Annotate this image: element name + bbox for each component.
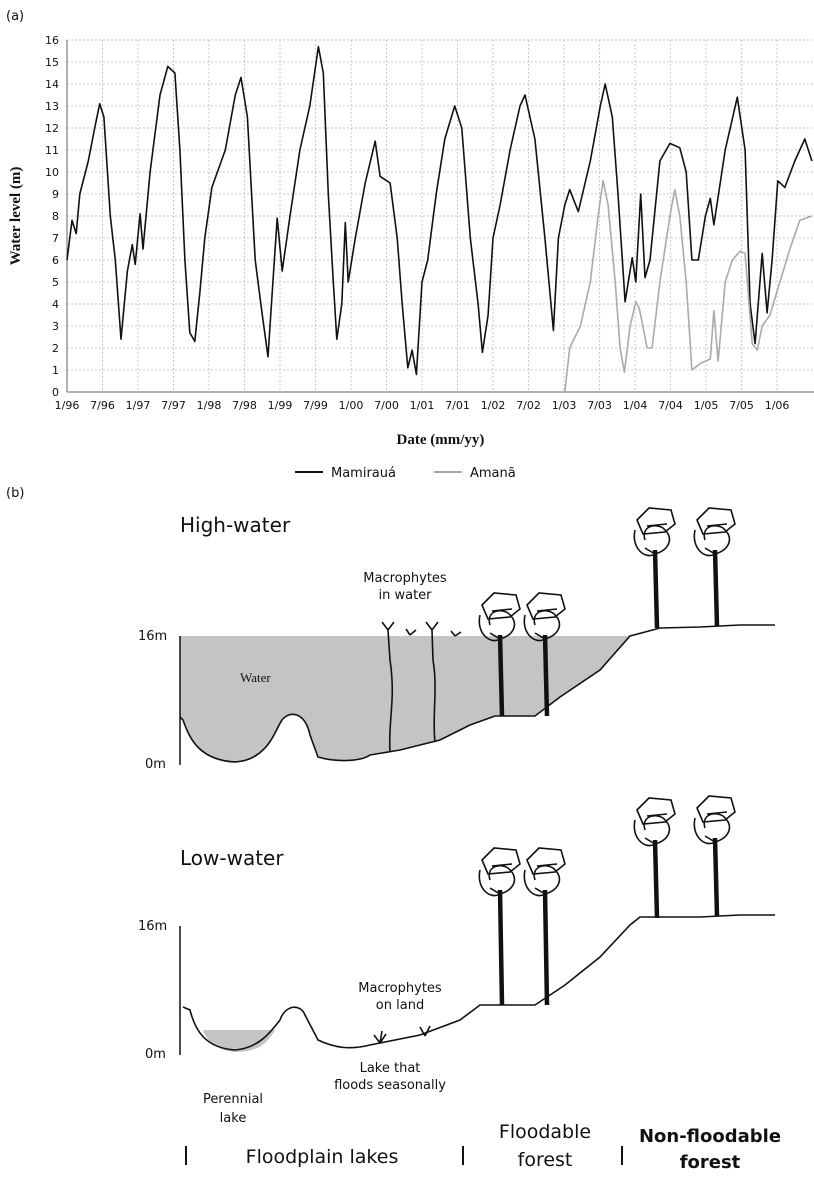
y-tick-label: 7 bbox=[52, 232, 59, 245]
label-line: Perennial bbox=[203, 1092, 263, 1107]
label-line: on land bbox=[376, 998, 424, 1013]
tree-trunk bbox=[545, 890, 547, 1005]
tree-trunk bbox=[715, 550, 717, 626]
label-line: forest bbox=[518, 1149, 573, 1171]
x-tick-label: 7/96 bbox=[90, 399, 115, 412]
high-water-title: High-water bbox=[180, 513, 291, 537]
perennial-lake-label: Perennial lake bbox=[203, 1092, 263, 1126]
x-tick-label: 1/00 bbox=[339, 399, 364, 412]
label-line: Non-floodable bbox=[639, 1126, 781, 1147]
x-tick-label: 7/05 bbox=[729, 399, 754, 412]
macrophytes-label: Macrophytes in water bbox=[363, 571, 447, 603]
x-axis-label: Date (mm/yy) bbox=[397, 432, 485, 448]
scale-top: 16m bbox=[138, 629, 167, 644]
zone-label: Floodplain lakes bbox=[246, 1146, 399, 1168]
terrain-line bbox=[183, 915, 775, 1050]
scale-bottom: 0m bbox=[145, 1047, 166, 1062]
scale-top: 16m bbox=[138, 919, 167, 934]
diagram: (b) High-water 16m 0m Water Macrophytes i… bbox=[6, 486, 781, 1173]
y-axis-label: Water level (m) bbox=[8, 167, 24, 266]
legend-label: Mamirauá bbox=[331, 466, 396, 481]
tree-crown bbox=[634, 798, 675, 846]
y-tick-label: 16 bbox=[45, 34, 59, 47]
tree-crown bbox=[694, 508, 735, 556]
y-tick-label: 12 bbox=[45, 122, 59, 135]
tree-crown bbox=[524, 848, 565, 896]
tree-trunk bbox=[715, 838, 717, 916]
label-line: Lake that bbox=[360, 1061, 421, 1076]
label-line: floods seasonally bbox=[334, 1078, 446, 1093]
tree-crown bbox=[634, 508, 675, 556]
x-tick-label: 1/05 bbox=[694, 399, 719, 412]
x-tick-label: 1/06 bbox=[765, 399, 790, 412]
series-line bbox=[67, 47, 812, 375]
y-tick-label: 15 bbox=[45, 56, 59, 69]
panel-label: (b) bbox=[6, 486, 24, 501]
y-tick-label: 0 bbox=[52, 386, 59, 399]
y-tick-label: 4 bbox=[52, 298, 59, 311]
legend-label: Amanã bbox=[470, 466, 516, 481]
trees bbox=[479, 508, 735, 1005]
figure: (b) High-water 16m 0m Water Macrophytes i… bbox=[0, 0, 814, 1179]
tree-trunk bbox=[545, 635, 547, 716]
x-tick-label: 1/98 bbox=[197, 399, 222, 412]
y-tick-label: 6 bbox=[52, 254, 59, 267]
tree-crown bbox=[694, 796, 735, 844]
tree-trunk bbox=[655, 550, 657, 628]
x-tick-label: 7/98 bbox=[232, 399, 257, 412]
label-line: in water bbox=[378, 588, 432, 603]
low-water-title: Low-water bbox=[180, 846, 284, 870]
y-tick-label: 14 bbox=[45, 78, 59, 91]
tree-trunk bbox=[500, 635, 502, 716]
y-tick-label: 2 bbox=[52, 342, 59, 355]
macrophytes-label: Macrophytes on land bbox=[358, 981, 442, 1013]
x-tick-label: 7/02 bbox=[516, 399, 541, 412]
tree-crown bbox=[524, 593, 565, 641]
y-tick-label: 13 bbox=[45, 100, 59, 113]
label-line: Macrophytes bbox=[363, 571, 447, 586]
y-tick-label: 8 bbox=[52, 210, 59, 223]
x-tick-label: 1/01 bbox=[410, 399, 435, 412]
x-tick-label: 7/97 bbox=[161, 399, 186, 412]
x-tick-label: 7/00 bbox=[374, 399, 399, 412]
y-tick-label: 11 bbox=[45, 144, 59, 157]
tree-trunk bbox=[500, 890, 502, 1005]
x-tick-label: 7/04 bbox=[658, 399, 683, 412]
zone-label: Non-floodable forest bbox=[639, 1126, 781, 1173]
water-label: Water bbox=[240, 670, 271, 685]
x-tick-label: 7/01 bbox=[445, 399, 470, 412]
perennial-lake-area bbox=[203, 1030, 275, 1052]
x-tick-label: 1/02 bbox=[481, 399, 506, 412]
label-line: Floodable bbox=[499, 1121, 591, 1143]
y-tick-label: 10 bbox=[45, 166, 59, 179]
lake-seasonal-label: Lake that floods seasonally bbox=[334, 1061, 446, 1093]
x-tick-label: 7/03 bbox=[587, 399, 612, 412]
label-line: lake bbox=[220, 1111, 247, 1126]
water-area bbox=[180, 636, 630, 762]
zone-label: Floodable forest bbox=[499, 1121, 591, 1171]
scale-bottom: 0m bbox=[145, 757, 166, 772]
y-tick-label: 5 bbox=[52, 276, 59, 289]
x-tick-label: 1/96 bbox=[55, 399, 80, 412]
panel-label: (a) bbox=[6, 9, 24, 24]
x-tick-label: 1/99 bbox=[268, 399, 293, 412]
x-tick-label: 1/03 bbox=[552, 399, 577, 412]
x-tick-label: 1/97 bbox=[126, 399, 151, 412]
x-tick-label: 1/04 bbox=[623, 399, 648, 412]
y-tick-label: 1 bbox=[52, 364, 59, 377]
y-tick-label: 9 bbox=[52, 188, 59, 201]
label-line: Macrophytes bbox=[358, 981, 442, 996]
y-tick-label: 3 bbox=[52, 320, 59, 333]
label-line: forest bbox=[680, 1152, 741, 1173]
tree-crown bbox=[479, 593, 520, 641]
tree-crown bbox=[479, 848, 520, 896]
tree-trunk bbox=[655, 840, 657, 918]
x-tick-label: 7/99 bbox=[303, 399, 328, 412]
